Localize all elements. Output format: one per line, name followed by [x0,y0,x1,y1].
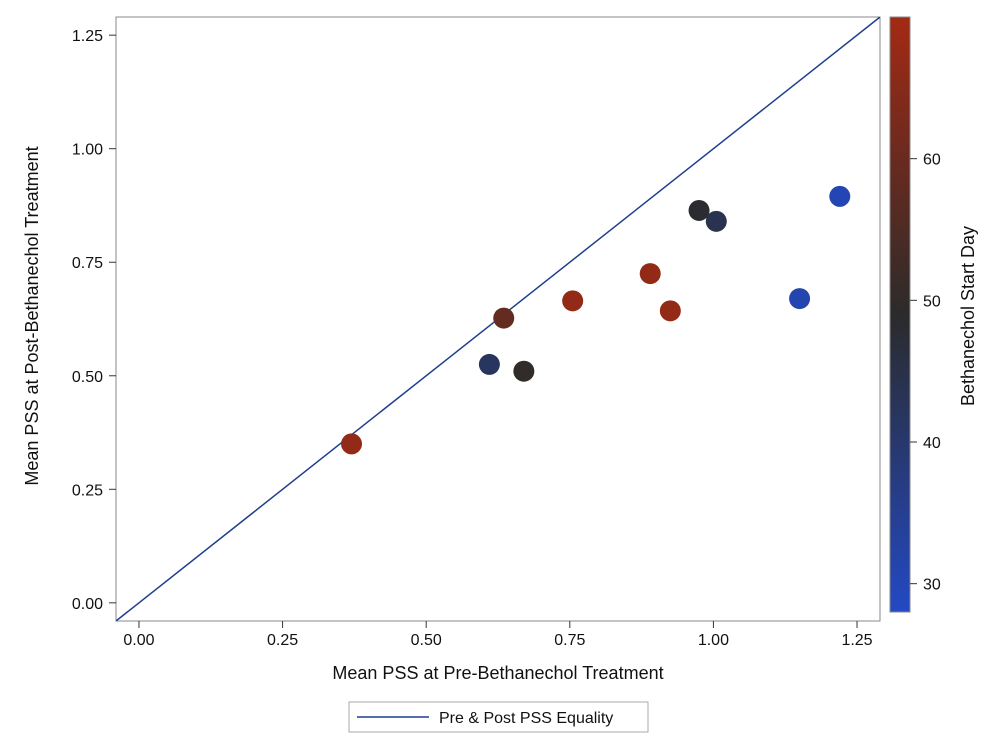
x-axis: 0.00 0.25 0.50 0.75 1.00 1.25 [123,621,873,649]
colorbar-tick-label: 40 [923,435,941,452]
x-tick-label: 0.00 [123,632,154,649]
data-point [705,210,727,232]
y-tick-label: 1.25 [72,28,103,45]
y-tick-label: 0.25 [72,482,103,499]
y-tick-label: 1.00 [72,142,103,159]
legend-label: Pre & Post PSS Equality [439,710,613,727]
data-point [659,300,681,322]
colorbar-tick-label: 30 [923,577,941,594]
x-tick-label: 1.25 [841,632,872,649]
data-point [341,433,363,455]
x-tick-label: 0.50 [411,632,442,649]
colorbar-ticks: 30 40 50 60 [910,152,941,594]
colorbar-tick-label: 50 [923,293,941,310]
y-tick-label: 0.00 [72,596,103,613]
data-point [513,360,535,382]
colorbar [889,16,911,613]
x-tick-label: 0.25 [267,632,298,649]
x-tick-label: 1.00 [698,632,729,649]
data-point [829,185,851,207]
data-point [493,307,515,329]
data-point [688,199,710,221]
y-tick-label: 0.75 [72,255,103,272]
x-tick-label: 0.75 [554,632,585,649]
data-point [478,353,500,375]
data-point [639,263,661,285]
colorbar-label: Bethanechol Start Day [958,226,978,406]
data-point [562,290,584,312]
data-point [789,288,811,310]
data-points [341,185,851,455]
colorbar-tick-label: 60 [923,152,941,169]
y-axis-label: Mean PSS at Post-Bethanechol Treatment [22,146,42,485]
x-axis-label: Mean PSS at Pre-Bethanechol Treatment [332,663,663,683]
y-axis: 0.00 0.25 0.50 0.75 1.00 1.25 [72,28,116,613]
y-tick-label: 0.50 [72,369,103,386]
